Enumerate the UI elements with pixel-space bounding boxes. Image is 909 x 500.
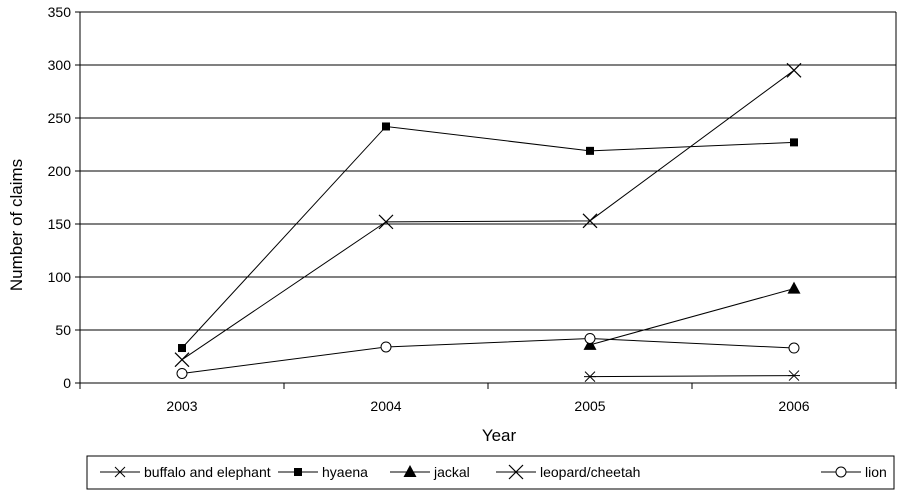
series-circle: [176, 332, 800, 379]
legend-label: buffalo and elephant: [144, 464, 271, 480]
y-tick-label: 200: [48, 163, 72, 179]
y-tick-label: 250: [48, 110, 72, 126]
series-line: [589, 288, 795, 346]
data-point: [382, 122, 390, 131]
data-point: [584, 332, 596, 344]
x-tick-label: 2006: [778, 398, 809, 414]
x-tick-label: 2005: [574, 398, 605, 414]
series-lines: [174, 62, 802, 382]
x-axis-title: Year: [482, 426, 517, 445]
y-tick-label: 50: [55, 322, 71, 338]
series-line: [181, 69, 795, 361]
legend-marker: [835, 466, 847, 478]
series-line: [589, 375, 795, 378]
marker-square: [294, 468, 302, 476]
marker-x-stroke: [378, 214, 394, 230]
x-tick-labels: 2003 2004 2005 2006: [166, 398, 809, 414]
legend-label: leopard/cheetah: [540, 464, 640, 480]
series-line: [181, 337, 795, 374]
marker-triangle: [403, 465, 417, 477]
data-point: [178, 344, 186, 353]
data-point: [582, 213, 598, 229]
marker-x-stroke: [786, 62, 802, 78]
data-point: [586, 146, 594, 155]
series-x: [174, 62, 802, 368]
data-point: [378, 214, 394, 230]
marker-square: [586, 146, 594, 155]
legend: buffalo and elephant hyaena jackal leopard/…: [86, 455, 895, 490]
legend-item: lion: [821, 464, 887, 480]
data-point: [176, 367, 188, 379]
marker-circle: [380, 341, 392, 353]
data-point: [788, 370, 800, 381]
legend-marker: [114, 466, 126, 478]
y-tick-label: 300: [48, 57, 72, 73]
series-line: [181, 125, 795, 349]
legend-item: leopard/cheetah: [496, 464, 640, 480]
gridlines: [80, 11, 896, 331]
marker-triangle: [787, 281, 801, 294]
legend-label: lion: [865, 464, 887, 480]
marker-square: [178, 344, 186, 353]
data-point: [788, 342, 800, 354]
legend-marker: [294, 468, 302, 476]
marker-x-stroke: [508, 464, 524, 480]
marker-circle: [176, 367, 188, 379]
data-point: [584, 371, 596, 382]
data-point: [380, 341, 392, 353]
y-tick-label: 100: [48, 269, 72, 285]
y-tick-label: 150: [48, 216, 72, 232]
y-tick-label: 0: [63, 375, 71, 391]
x-tick-label: 2004: [370, 398, 401, 414]
marker-circle: [584, 332, 596, 344]
data-point: [174, 352, 190, 368]
legend-item: jackal: [390, 464, 470, 480]
marker-square: [790, 138, 798, 147]
data-point: [790, 138, 798, 147]
marker-x-stroke: [582, 213, 598, 229]
legend-label: jackal: [433, 464, 470, 480]
marker-x-stroke: [174, 352, 190, 368]
legend-label: hyaena: [322, 464, 368, 480]
marker-circle: [788, 342, 800, 354]
series-asterisk: [584, 370, 800, 382]
series-square: [178, 122, 798, 353]
legend-item: hyaena: [278, 464, 368, 480]
x-tick-label: 2003: [166, 398, 197, 414]
y-tick-label: 350: [48, 4, 72, 20]
legend-item: buffalo and elephant: [100, 464, 271, 480]
legend-items: buffalo and elephant hyaena jackal leopard/…: [100, 464, 887, 480]
data-point: [786, 62, 802, 78]
legend-box: [86, 455, 895, 490]
legend-marker: [508, 464, 524, 480]
legend-marker: [403, 465, 417, 477]
y-axis-title: Number of claims: [7, 159, 26, 291]
y-tick-labels: 0 50 100 150 200 250 300 350: [48, 4, 72, 391]
marker-circle: [835, 466, 847, 478]
marker-square: [382, 122, 390, 131]
axes: [75, 11, 897, 389]
data-point: [787, 281, 801, 294]
